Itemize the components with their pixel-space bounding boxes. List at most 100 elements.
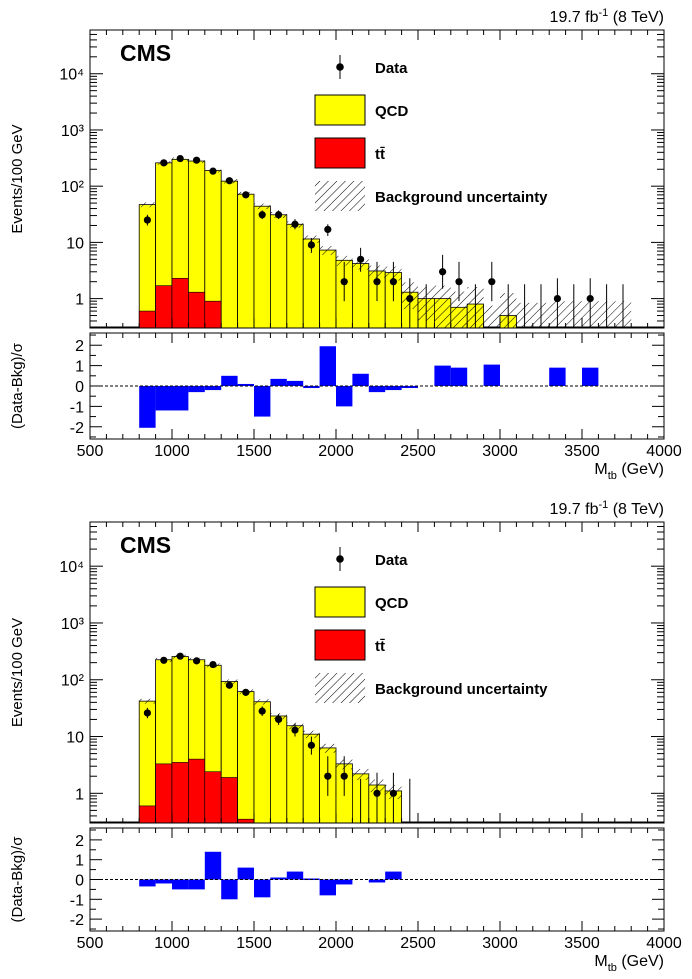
x-tick-label: 2000 (318, 443, 354, 460)
experiment-label: CMS (120, 532, 171, 558)
ratio-bar (582, 367, 599, 386)
y-tick-label: 1 (75, 786, 84, 803)
ratio-bar (237, 383, 254, 386)
y-tick-label: 10 (66, 235, 84, 252)
ttbar-bar (155, 285, 173, 328)
legend-ttbar-swatch (314, 629, 366, 661)
data-point (340, 772, 348, 780)
y-tick-label: 10³ (61, 616, 85, 633)
qcd-bar (269, 214, 288, 328)
ttbar-bar (155, 763, 173, 823)
ratio-bar (450, 367, 468, 386)
uncertainty-band (434, 285, 451, 328)
uncertainty-band (254, 203, 271, 210)
legend: Data QCD tt̄ Background uncertainty (314, 55, 548, 211)
y-tick-label: 10⁴ (59, 67, 84, 84)
y-tick-label: 10² (61, 179, 85, 196)
legend-uncertainty-swatch (315, 673, 365, 703)
qcd-bar (138, 700, 156, 823)
data-point (143, 709, 151, 717)
data-point (176, 154, 184, 163)
ratio-bar (188, 879, 205, 890)
data-point (225, 177, 233, 185)
qcd-bar (253, 205, 271, 328)
x-tick-label: 3000 (482, 443, 518, 460)
ratio-tick-label: 1 (75, 853, 84, 870)
ratio-bar (270, 877, 287, 880)
qcd-bar (269, 715, 288, 823)
ratio-bar (286, 871, 304, 880)
ratio-bar (221, 375, 238, 386)
legend-label-qcd: QCD (375, 103, 409, 120)
uncertainty-band (352, 768, 369, 780)
legend-label-uncertainty: Background uncertainty (375, 189, 548, 206)
main-panel: 1 10 10² 10³ 10⁴ Events/100 GeV CMS Data QCD tt̄ B… (9, 521, 665, 824)
ratio-bar (483, 364, 500, 386)
y-axis-label: Events/100 GeV (9, 124, 26, 233)
data-point (160, 159, 168, 167)
luminosity-label: 19.7 fb-1 (8 TeV) (550, 7, 664, 26)
data-point (275, 211, 283, 219)
qcd-bar (237, 193, 255, 328)
data-point (242, 688, 250, 696)
legend-qcd-swatch (314, 94, 366, 126)
ratio-bar (385, 871, 402, 880)
ratio-bar (172, 386, 189, 411)
experiment-label: CMS (120, 40, 171, 66)
legend-label-ttbar: tt̄ (375, 146, 385, 163)
y-tick-label: 10 (66, 730, 84, 747)
ttbar-bar (138, 310, 156, 328)
data-point (258, 211, 266, 219)
main-panel: 1 10 10² 10³ 10⁴ Events/100 GeV CMS Data QCD tt̄ B… (9, 29, 665, 329)
data-point (209, 167, 217, 175)
main-frame (89, 521, 665, 824)
legend-data-marker (336, 555, 344, 563)
ratio-tick-label: -2 (70, 420, 84, 437)
uncertainty-band (483, 305, 500, 328)
ratio-bar (139, 879, 156, 887)
x-tick-label: 500 (77, 443, 104, 460)
legend-qcd-swatch (314, 586, 366, 618)
ratio-bar (368, 879, 386, 883)
ttbar-bar (138, 805, 156, 823)
ttbar-bar (220, 777, 238, 823)
luminosity-label: 19.7 fb-1 (8 TeV) (550, 499, 664, 518)
data-point (193, 156, 201, 164)
ttbar-bar (171, 277, 189, 328)
qcd-bar (286, 725, 304, 823)
ratio-bar (155, 879, 172, 884)
ttbar-bar (204, 300, 222, 328)
data-point (291, 220, 299, 228)
x-tick-label: 2500 (400, 443, 436, 460)
ratio-bar (254, 879, 271, 898)
ratio-bar (385, 386, 402, 391)
x-tick-label: 3500 (564, 443, 600, 460)
uncertainty-band (303, 730, 320, 739)
qcd-bar (220, 180, 238, 328)
x-tick-label: 3500 (564, 935, 600, 952)
legend-label-qcd: QCD (375, 595, 409, 612)
x-tick-label: 3000 (482, 935, 518, 952)
ttbar-bar (171, 762, 189, 823)
ratio-tick-label: 0 (75, 873, 84, 890)
data-point (275, 715, 283, 724)
ratio-bar (254, 386, 271, 417)
ratio-bar (270, 378, 287, 386)
data-point (242, 191, 250, 199)
ratio-bar (237, 867, 254, 880)
ratio-bar (336, 879, 353, 885)
data-point (307, 741, 315, 749)
ratio-bar (319, 879, 336, 896)
ratio-bar (319, 346, 336, 386)
qcd-bar (237, 691, 255, 823)
data-point (357, 255, 365, 263)
x-tick-label: 4000 (646, 443, 682, 460)
x-tick-label: 1000 (154, 443, 190, 460)
legend-label-data: Data (375, 552, 408, 569)
ratio-tick-label: 0 (75, 379, 84, 396)
legend-label-data: Data (375, 60, 408, 77)
data-point (488, 278, 496, 286)
ratio-tick-label: -2 (70, 912, 84, 929)
